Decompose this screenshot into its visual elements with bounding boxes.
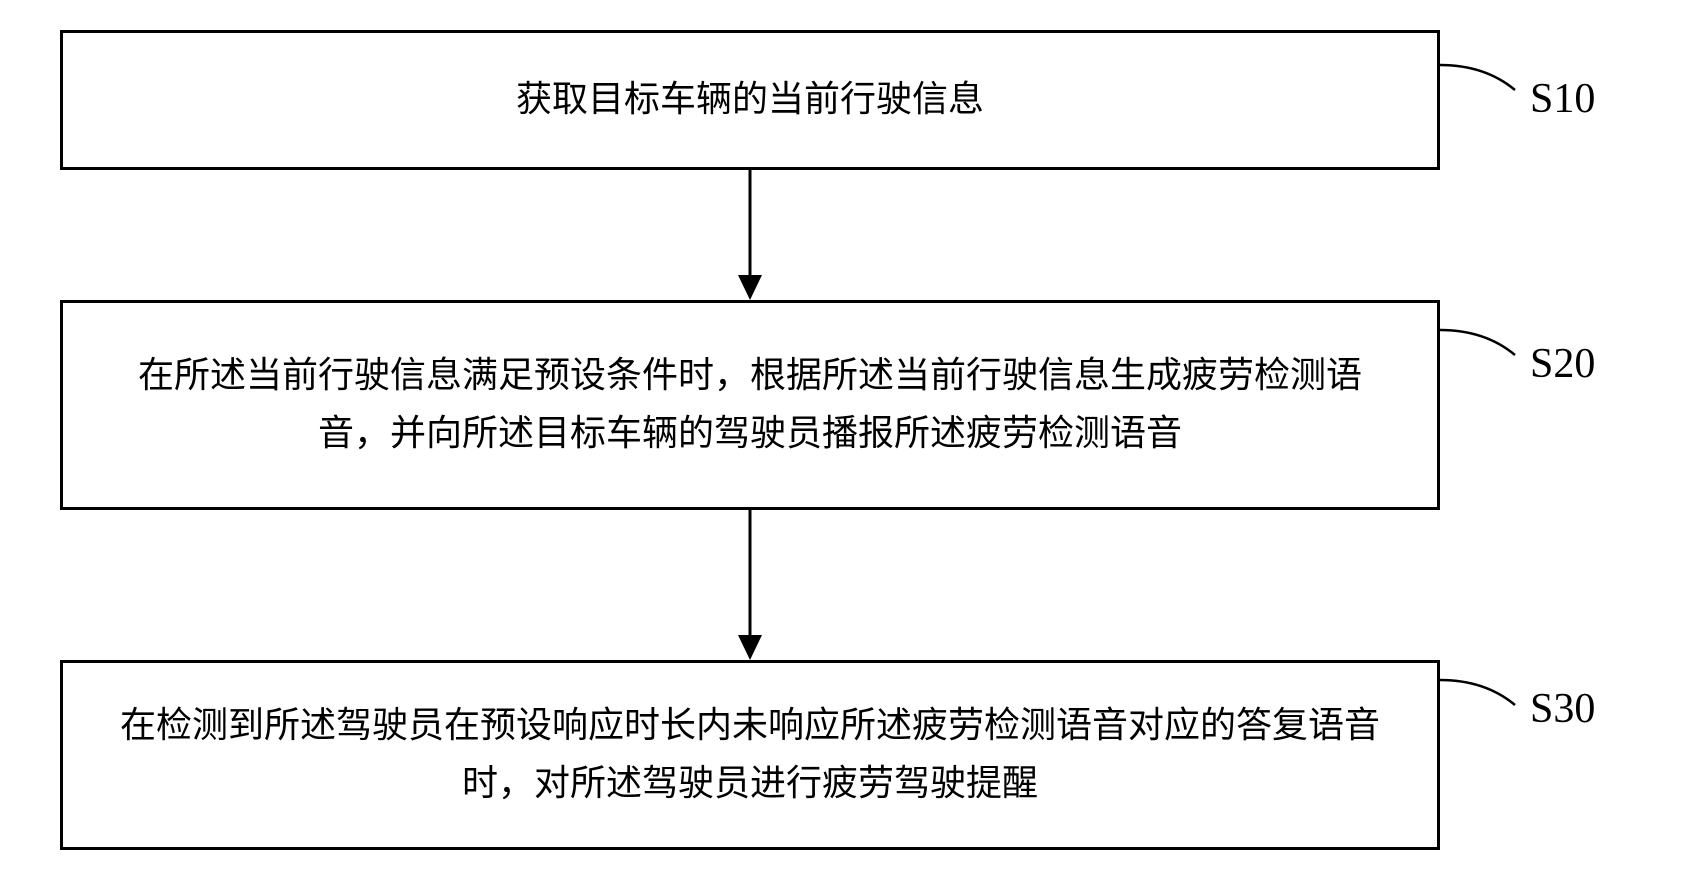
flowchart-box-s30: 在检测到所述驾驶员在预设响应时长内未响应所述疲劳检测语音对应的答复语音时，对所述… — [60, 660, 1440, 850]
label-s20: S20 — [1530, 340, 1595, 388]
arrow-s20-s30 — [730, 510, 770, 660]
label-curve-s20 — [1440, 300, 1530, 380]
label-s10: S10 — [1530, 75, 1595, 123]
box-s30-text: 在检测到所述驾驶员在预设响应时长内未响应所述疲劳检测语音对应的答复语音时，对所述… — [103, 697, 1397, 812]
flowchart-box-s10: 获取目标车辆的当前行驶信息 — [60, 30, 1440, 170]
label-s30: S30 — [1530, 685, 1595, 733]
box-s10-text: 获取目标车辆的当前行驶信息 — [516, 71, 984, 129]
flowchart-box-s20: 在所述当前行驶信息满足预设条件时，根据所述当前行驶信息生成疲劳检测语音，并向所述… — [60, 300, 1440, 510]
label-curve-s10 — [1440, 30, 1530, 110]
arrow-s10-s20 — [730, 170, 770, 300]
label-curve-s30 — [1440, 660, 1530, 740]
box-s20-text: 在所述当前行驶信息满足预设条件时，根据所述当前行驶信息生成疲劳检测语音，并向所述… — [103, 347, 1397, 462]
